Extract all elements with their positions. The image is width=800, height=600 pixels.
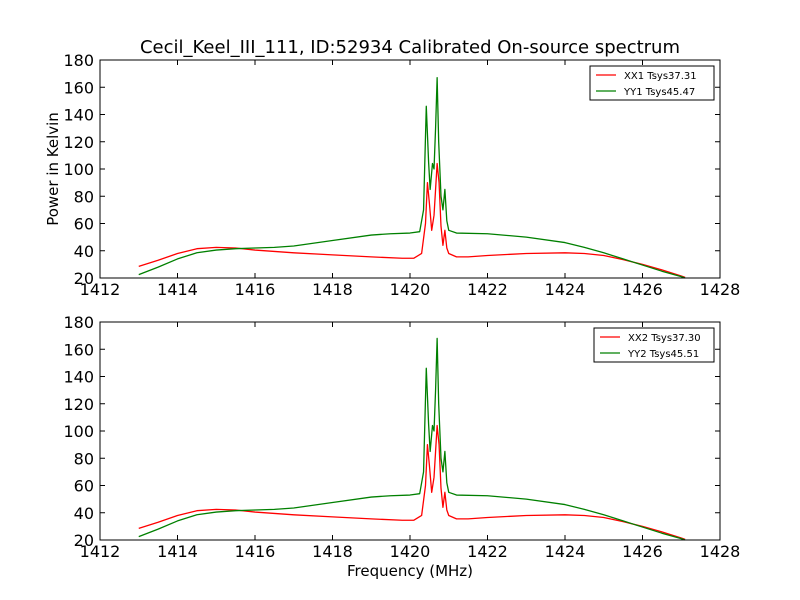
x-tick-label: 1424 <box>545 542 586 561</box>
x-tick-label: 1418 <box>312 542 353 561</box>
x-tick-label: 1412 <box>80 542 121 561</box>
y-tick-label: 40 <box>74 504 94 523</box>
x-tick-label: 1414 <box>157 542 198 561</box>
top-panel: 1412 1414 1416 1418 1420 1422 1424 1426 1428 20 40… <box>63 51 740 299</box>
x-axis-label: Frequency (MHz) <box>347 562 473 580</box>
y-tick-label: 80 <box>74 449 94 468</box>
legend-entry: YY1 Tsys45.47 <box>623 87 695 98</box>
x-tick-label: 1418 <box>312 280 353 299</box>
y-tick-label: 100 <box>63 160 94 179</box>
x-tick-label: 1426 <box>622 542 663 561</box>
y-tick-label: 120 <box>63 395 94 414</box>
series-line-2-2 <box>138 337 686 541</box>
legend: XX2 Tsys37.30 YY2 Tsys45.51 <box>593 327 715 363</box>
legend-box <box>593 327 715 363</box>
y-tick-label: 140 <box>63 368 94 387</box>
y-tick-label: 180 <box>63 51 94 70</box>
y-tick-label: 20 <box>74 531 94 550</box>
x-tick-label: 1422 <box>467 280 508 299</box>
y-tick-label: 60 <box>74 215 94 234</box>
series-line-1-1 <box>138 162 686 278</box>
x-tick-label: 1412 <box>80 280 121 299</box>
x-tick-label: 1422 <box>467 542 508 561</box>
legend: XX1 Tsys37.31 YY1 Tsys45.47 <box>589 65 715 101</box>
y-tick-label: 180 <box>63 313 94 332</box>
x-tick-label: 1416 <box>235 280 276 299</box>
series-line-2-1 <box>138 424 686 540</box>
y-tick-label: 20 <box>74 269 94 288</box>
bottom-panel: 1412 1414 1416 1418 1420 1422 1424 1426 1428 20 40… <box>63 313 740 561</box>
y-tick-label: 160 <box>63 340 94 359</box>
legend-entry: YY2 Tsys45.51 <box>627 349 699 360</box>
x-tick-label: 1414 <box>157 280 198 299</box>
x-tick-label: 1424 <box>545 280 586 299</box>
x-tick-label: 1428 <box>700 542 741 561</box>
y-axis-label: Power in Kelvin <box>44 112 62 226</box>
x-tick-label: 1416 <box>235 542 276 561</box>
x-tick-label: 1420 <box>390 280 431 299</box>
chart-title: Cecil_Keel_III_111, ID:52934 Calibrated … <box>140 37 680 58</box>
legend-box <box>589 65 715 101</box>
x-tick-label: 1428 <box>700 280 741 299</box>
y-tick-label: 40 <box>74 242 94 261</box>
y-tick-label: 100 <box>63 422 94 441</box>
legend-entry: XX2 Tsys37.30 <box>628 333 701 344</box>
y-tick-label: 160 <box>63 78 94 97</box>
y-tick-label: 120 <box>63 133 94 152</box>
legend-entry: XX1 Tsys37.31 <box>624 71 697 82</box>
x-tick-label: 1420 <box>390 542 431 561</box>
series-line-1-2 <box>138 77 686 279</box>
y-tick-label: 140 <box>63 106 94 125</box>
y-tick-label: 60 <box>74 477 94 496</box>
y-tick-label: 80 <box>74 187 94 206</box>
x-tick-label: 1426 <box>622 280 663 299</box>
